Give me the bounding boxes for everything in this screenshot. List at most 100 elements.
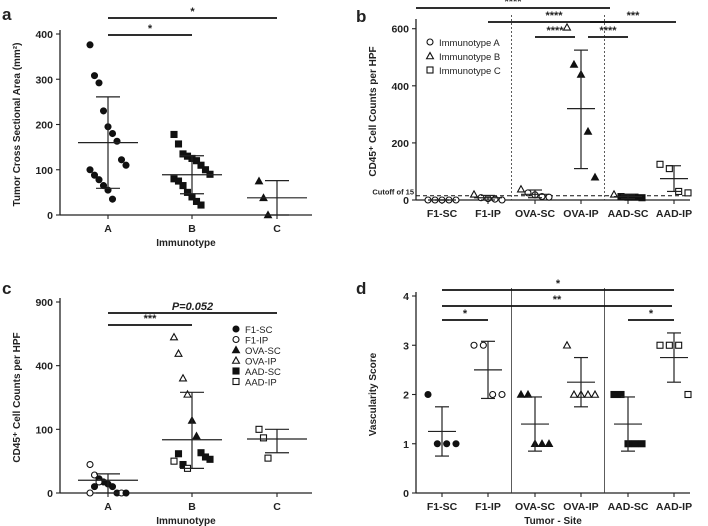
significance-label: * — [148, 23, 153, 35]
data-point — [656, 341, 664, 349]
y-tick-label: 1 — [403, 439, 409, 451]
legend-marker — [232, 325, 240, 333]
data-point — [179, 182, 187, 190]
y-tick-label: 0 — [47, 210, 53, 222]
legend-label: AAD-SC — [245, 367, 281, 378]
data-point — [516, 389, 526, 398]
data-point — [479, 341, 487, 349]
x-axis-label: Immunotype — [156, 516, 216, 526]
data-point — [206, 455, 214, 463]
x-tick-label: C — [273, 501, 281, 513]
y-tick-label: 3 — [403, 340, 409, 352]
data-point — [665, 165, 673, 173]
data-point — [583, 389, 593, 398]
data-point — [489, 390, 497, 399]
data-point — [170, 130, 178, 139]
significance-label: * — [649, 308, 654, 320]
data-point — [469, 189, 479, 198]
data-point — [498, 390, 506, 399]
y-tick-label: 0 — [403, 488, 409, 500]
data-point — [524, 189, 532, 197]
data-point — [443, 440, 451, 448]
y-tick-label: 2 — [403, 390, 409, 402]
data-point — [631, 440, 639, 448]
data-point — [197, 449, 205, 457]
data-point — [498, 196, 506, 204]
y-tick-label: 200 — [35, 120, 53, 132]
y-axis-label: Tumor Cross Sectional Area (mm²) — [12, 43, 23, 207]
data-point — [537, 439, 547, 448]
y-tick-label: 4 — [403, 291, 409, 303]
data-point — [95, 176, 103, 184]
significance-label: * — [190, 6, 195, 18]
cutoff-label: Cutoff of 15 — [372, 188, 414, 197]
legend-label: Immunotype C — [439, 66, 501, 77]
y-tick-label: 300 — [35, 74, 53, 86]
data-point — [656, 160, 664, 168]
y-axis-label: Vascularity Score — [368, 352, 379, 436]
y-tick-label: 100 — [35, 165, 53, 177]
data-point — [117, 156, 126, 164]
x-tick-label: OVA-SC — [515, 208, 555, 220]
data-point — [569, 59, 579, 68]
panel-b-chart: 0 200 400 600 F1-SC F1-IP OVA-SC OVA-IP AAD-SC AA… — [368, 0, 692, 220]
data-point — [197, 161, 205, 169]
data-point — [90, 171, 99, 179]
data-point — [86, 460, 94, 469]
data-point — [174, 140, 183, 148]
x-tick-label: AAD-SC — [608, 208, 649, 220]
x-tick-label: AAD-SC — [608, 501, 649, 513]
significance-label: **** — [546, 25, 564, 37]
x-tick-label: C — [273, 223, 281, 235]
legend-label: OVA-SC — [245, 346, 281, 357]
legend-marker — [425, 51, 435, 60]
data-point — [113, 137, 121, 145]
data-point — [638, 194, 646, 202]
y-axis-label: CD45⁺ Cell Counts per HPF — [12, 332, 23, 462]
x-tick-label: F1-SC — [427, 208, 458, 220]
y-tick-label: 200 — [391, 138, 409, 150]
data-point — [122, 489, 130, 497]
data-point — [610, 390, 618, 399]
x-tick-label: B — [188, 223, 196, 235]
data-point — [569, 389, 579, 398]
x-tick-label: F1-IP — [475, 208, 501, 220]
y-tick-label: 400 — [35, 29, 53, 41]
panel-letter-d: d — [356, 279, 366, 298]
data-point — [108, 195, 117, 203]
x-axis-label: Immunotype — [156, 238, 216, 249]
data-point — [122, 161, 130, 169]
legend-marker — [232, 367, 240, 375]
data-point — [452, 440, 460, 448]
y-tick-label: 0 — [403, 195, 409, 207]
data-point — [259, 434, 268, 442]
x-tick-label: OVA-SC — [515, 501, 555, 513]
data-point — [544, 439, 554, 448]
data-point — [684, 390, 692, 399]
legend-label: Immunotype A — [439, 38, 500, 49]
data-point — [491, 195, 499, 203]
panel-letter-c: c — [2, 279, 11, 298]
y-tick-label: 400 — [35, 361, 53, 373]
legend-label: Immunotype B — [439, 52, 500, 63]
data-point — [90, 483, 99, 491]
data-point — [183, 188, 192, 196]
significance-label: * — [556, 278, 561, 290]
significance-label: P=0.052 — [172, 301, 213, 313]
data-point — [178, 373, 188, 382]
data-point — [675, 341, 683, 349]
data-point — [545, 193, 553, 201]
data-point — [86, 489, 94, 497]
x-tick-label: OVA-IP — [563, 208, 598, 220]
data-point — [174, 450, 183, 458]
legend-marker — [426, 66, 434, 74]
legend-marker — [231, 345, 241, 354]
data-point — [255, 425, 263, 433]
data-point — [201, 166, 210, 174]
legend-marker — [232, 335, 240, 344]
legend-marker — [426, 38, 434, 46]
data-point — [590, 172, 600, 181]
y-tick-label: 600 — [391, 24, 409, 36]
data-point — [95, 79, 103, 87]
